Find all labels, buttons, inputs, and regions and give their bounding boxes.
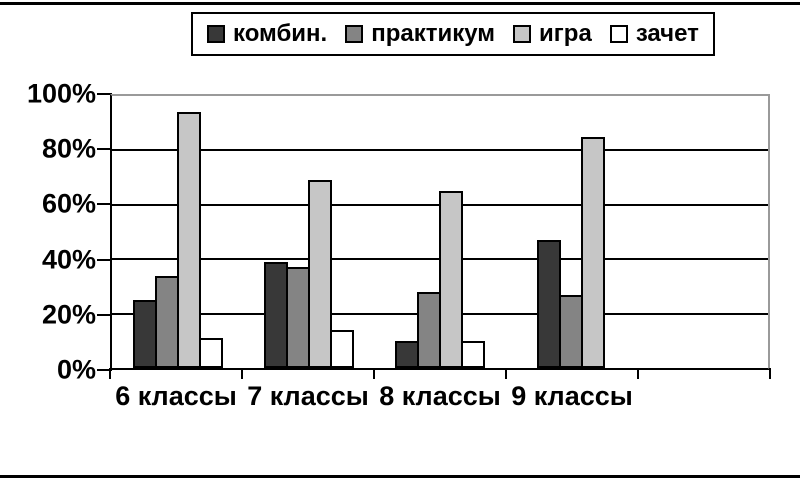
- y-tick-label-100: 100%: [26, 78, 96, 109]
- y-tick-label-80: 80%: [41, 133, 96, 164]
- y-tick-label-0: 0%: [56, 354, 96, 385]
- x-label-grade9: 9 классы: [511, 381, 633, 411]
- bars-layer: [112, 96, 768, 368]
- x-label-grade7: 7 классы: [247, 381, 369, 411]
- bar-series4-cat3: [460, 340, 485, 368]
- bar-series2-cat4: [559, 294, 584, 368]
- y-axis-tick: [97, 203, 112, 206]
- y-tick-label-60: 60%: [41, 188, 96, 219]
- x-axis-labels: 6 классы 7 классы 8 классы 9 классы: [110, 381, 770, 415]
- legend-item-praktikum: практикум: [345, 20, 495, 48]
- bar-series1-cat4: [537, 240, 562, 368]
- y-axis-tick: [97, 313, 112, 316]
- legend-item-kombin: комбин.: [207, 20, 327, 48]
- legend-item-igra: игра: [513, 20, 592, 48]
- plot-area: [110, 94, 770, 370]
- bar-series4-cat1: [198, 338, 223, 368]
- y-ticks-layer: [97, 93, 112, 371]
- bar-series3-cat3: [438, 191, 463, 368]
- bar-group-3: [374, 96, 505, 368]
- bar-series4-cat2: [329, 329, 354, 368]
- gridline-80: [112, 149, 768, 152]
- x-axis-tick: [769, 368, 771, 379]
- y-axis-tick: [97, 93, 112, 95]
- legend-swatch-kombin: [207, 25, 225, 43]
- x-label-grade6: 6 классы: [115, 381, 237, 411]
- legend-label-kombin: комбин.: [233, 20, 328, 47]
- chart-legend: комбин. практикум игра зачет: [191, 12, 715, 56]
- bar-series2-cat1: [154, 275, 179, 368]
- x-axis-tick: [637, 368, 639, 379]
- x-ticks-layer: [109, 368, 771, 380]
- bar-series3-cat1: [176, 112, 201, 368]
- top-rule: [0, 2, 800, 5]
- bar-group-4: [506, 96, 637, 368]
- y-axis-labels: 100% 80% 60% 40% 20% 0%: [0, 79, 96, 385]
- bar-series2-cat3: [416, 291, 441, 368]
- y-axis-tick: [97, 369, 112, 371]
- x-label-grade8: 8 классы: [379, 381, 501, 411]
- y-tick-label-20: 20%: [41, 299, 96, 330]
- x-axis-tick: [505, 368, 507, 379]
- legend-swatch-igra: [513, 25, 532, 43]
- bar-group-2: [243, 96, 374, 368]
- y-tick-label-40: 40%: [41, 244, 96, 275]
- x-axis-tick: [109, 368, 111, 379]
- bar-group-1: [112, 96, 243, 368]
- bar-series1-cat3: [394, 340, 419, 368]
- legend-label-praktikum: практикум: [371, 20, 496, 47]
- bar-series3-cat2: [307, 180, 332, 368]
- legend-label-zachet: зачет: [635, 20, 699, 47]
- legend-label-igra: игра: [539, 20, 592, 47]
- y-axis-tick: [97, 148, 112, 151]
- legend-swatch-praktikum: [345, 25, 364, 43]
- legend-swatch-zachet: [609, 25, 628, 43]
- bar-series3-cat4: [581, 136, 606, 368]
- bar-series1-cat1: [132, 300, 157, 368]
- x-axis-tick: [241, 368, 243, 379]
- y-axis-tick: [97, 258, 112, 261]
- bar-series2-cat2: [285, 267, 310, 368]
- legend-item-zachet: зачет: [609, 20, 699, 48]
- x-axis-tick: [373, 368, 375, 379]
- bottom-rule: [0, 475, 800, 478]
- bar-series1-cat2: [263, 261, 288, 368]
